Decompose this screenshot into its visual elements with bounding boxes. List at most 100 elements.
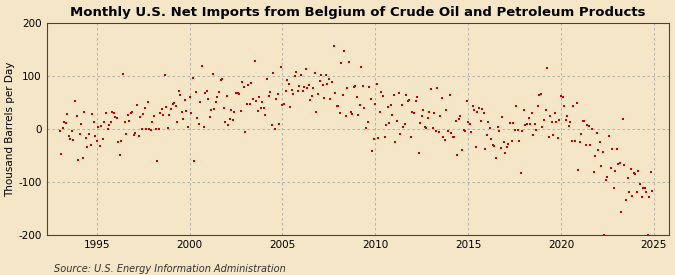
Point — [195, 100, 206, 104]
Point — [590, 153, 601, 158]
Point — [452, 153, 463, 157]
Point — [292, 89, 303, 93]
Point — [76, 122, 86, 126]
Point — [625, 167, 636, 171]
Point — [161, 104, 171, 109]
Point — [79, 109, 90, 114]
Point — [432, 86, 443, 91]
Point — [463, 120, 474, 124]
Point — [624, 190, 634, 194]
Point — [86, 112, 97, 117]
Point — [517, 129, 528, 133]
Point — [460, 128, 470, 133]
Point — [187, 76, 198, 80]
Point — [596, 164, 607, 168]
Point — [152, 159, 163, 164]
Point — [441, 108, 452, 113]
Point — [375, 110, 385, 114]
Point — [300, 67, 311, 72]
Point — [418, 108, 429, 112]
Point — [176, 110, 187, 114]
Point — [122, 112, 133, 117]
Point — [511, 104, 522, 109]
Point — [271, 97, 281, 101]
Point — [323, 76, 334, 81]
Point — [537, 125, 548, 130]
Point — [142, 99, 153, 104]
Point — [302, 86, 313, 90]
Point — [327, 80, 338, 84]
Point — [382, 105, 393, 109]
Point — [95, 144, 105, 148]
Title: Monthly U.S. Net Imports from Belgium of Crude Oil and Petroleum Products: Monthly U.S. Net Imports from Belgium of… — [70, 6, 645, 18]
Point — [439, 138, 450, 142]
Point — [285, 104, 296, 109]
Point — [593, 148, 603, 152]
Point — [268, 70, 279, 75]
Point — [486, 137, 497, 141]
Point — [610, 169, 620, 174]
Point — [570, 139, 580, 144]
Point — [344, 60, 354, 64]
Point — [306, 94, 317, 98]
Point — [311, 110, 322, 114]
Point — [198, 124, 209, 129]
Point — [483, 120, 493, 124]
Point — [632, 190, 643, 194]
Point — [97, 137, 108, 141]
Point — [345, 110, 356, 114]
Point — [427, 126, 438, 130]
Point — [500, 151, 511, 155]
Point — [175, 93, 186, 97]
Point — [577, 119, 588, 123]
Point — [514, 138, 524, 143]
Point — [379, 135, 390, 139]
Point — [165, 107, 176, 111]
Point — [138, 111, 148, 116]
Point — [562, 114, 572, 118]
Point — [132, 102, 142, 107]
Point — [220, 120, 231, 124]
Point — [316, 73, 327, 77]
Point — [105, 120, 116, 124]
Point — [636, 195, 647, 199]
Point — [157, 106, 167, 111]
Point — [280, 88, 291, 93]
Point — [126, 111, 136, 115]
Point — [518, 108, 529, 112]
Point — [523, 116, 534, 120]
Point — [572, 168, 583, 172]
Point — [470, 145, 481, 150]
Point — [407, 109, 418, 114]
Point — [639, 186, 650, 190]
Point — [243, 82, 254, 87]
Y-axis label: Thousand Barrels per Day: Thousand Barrels per Day — [5, 61, 16, 197]
Point — [350, 84, 360, 88]
Point — [367, 149, 377, 153]
Point — [164, 113, 175, 117]
Point — [265, 90, 275, 95]
Point — [130, 131, 141, 135]
Point — [396, 103, 407, 108]
Point — [516, 170, 526, 175]
Point — [189, 159, 200, 163]
Point — [437, 95, 448, 100]
Point — [410, 99, 421, 104]
Point — [213, 89, 224, 94]
Point — [115, 153, 126, 157]
Point — [259, 105, 269, 110]
Point — [255, 105, 266, 110]
Point — [248, 96, 259, 101]
Point — [67, 129, 78, 134]
Point — [200, 91, 211, 95]
Point — [404, 98, 414, 103]
Point — [124, 119, 134, 123]
Point — [85, 142, 96, 147]
Point — [371, 82, 382, 86]
Point — [498, 140, 509, 145]
Point — [509, 128, 520, 132]
Point — [310, 71, 321, 75]
Point — [506, 139, 517, 143]
Point — [263, 94, 274, 98]
Point — [331, 104, 342, 108]
